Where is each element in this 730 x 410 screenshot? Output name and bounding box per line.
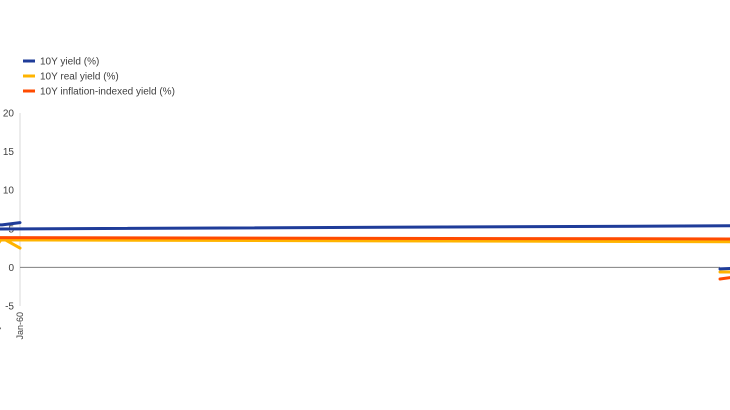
plot-area	[0, 221, 730, 281]
legend: 10Y yield (%) 10Y real yield (%) 10Y infla…	[23, 57, 175, 98]
y-tick-label: -5	[5, 302, 14, 313]
series-line	[0, 221, 730, 271]
x-axis: Jan-60May-61Sep-62Jan-64May-65Sep-66Jan-…	[0, 312, 25, 342]
gridlines	[19, 113, 21, 306]
x-tick-label: May-61	[0, 312, 1, 342]
legend-label: 10Y inflation-indexed yield (%)	[40, 87, 175, 98]
legend-label: 10Y real yield (%)	[40, 72, 119, 83]
y-tick-label: 15	[3, 147, 15, 158]
legend-label: 10Y yield (%)	[40, 57, 99, 68]
y-tick-label: 0	[8, 263, 14, 274]
x-tick-label: Jan-60	[15, 312, 25, 340]
y-tick-label: 20	[3, 109, 15, 120]
y-tick-label: 10	[3, 186, 15, 197]
